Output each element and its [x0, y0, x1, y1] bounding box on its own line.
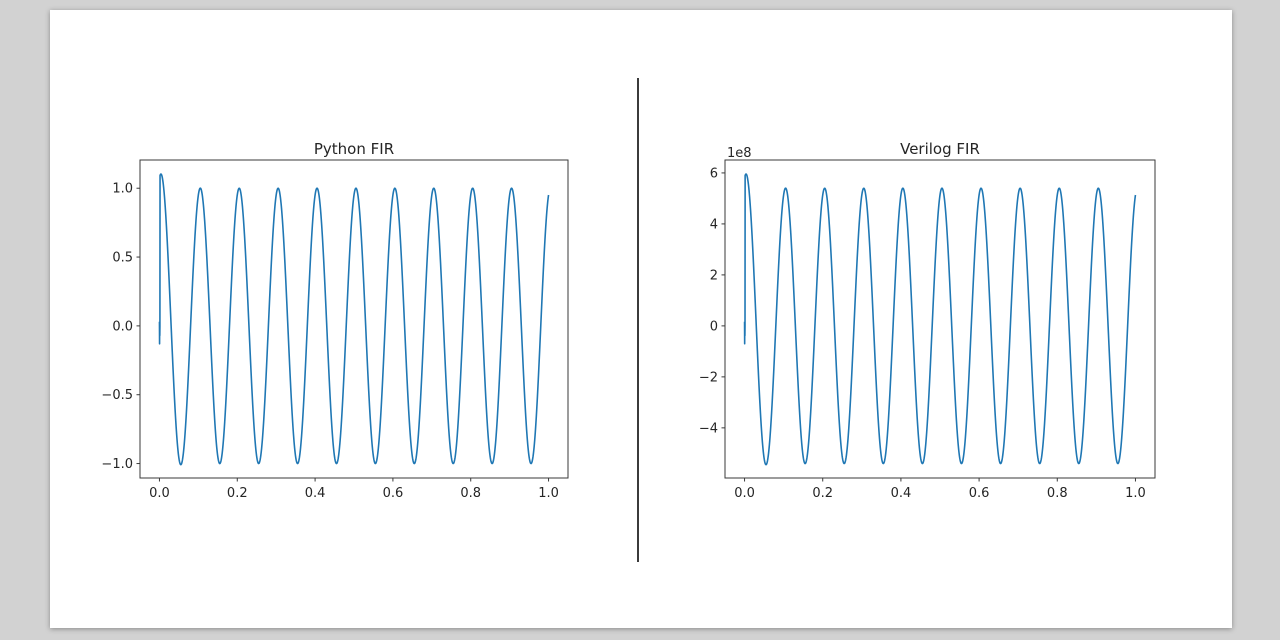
svg-text:0: 0 — [710, 319, 718, 334]
svg-text:0.0: 0.0 — [112, 319, 133, 334]
svg-text:0.8: 0.8 — [1047, 486, 1068, 501]
svg-text:0.2: 0.2 — [227, 486, 248, 501]
svg-text:0.8: 0.8 — [460, 486, 481, 501]
svg-text:1.0: 1.0 — [1125, 486, 1146, 501]
svg-text:0.4: 0.4 — [891, 486, 912, 501]
svg-text:0.0: 0.0 — [149, 486, 170, 501]
svg-text:6: 6 — [710, 166, 718, 181]
python-fir-title: Python FIR — [313, 140, 395, 158]
svg-text:1.0: 1.0 — [538, 486, 559, 501]
svg-text:4: 4 — [710, 217, 718, 232]
python-fir-chart: 1.0 0.5 0.0 −0.5 −1.0 0.0 0.2 0.4 0.6 0.8 1.0 Pyth… — [85, 120, 598, 520]
figure-window — [50, 10, 1232, 628]
svg-text:−2: −2 — [699, 370, 718, 385]
vertical-divider — [637, 78, 639, 562]
verilog-fir-chart: 6 4 2 0 −2 −4 0.0 0.2 0.4 0.6 0.8 1.0 Verilog FIR 1… — [670, 120, 1185, 520]
svg-text:0.5: 0.5 — [112, 251, 133, 266]
svg-text:−1.0: −1.0 — [101, 457, 133, 472]
svg-text:0.4: 0.4 — [305, 486, 326, 501]
svg-text:0.2: 0.2 — [812, 486, 833, 501]
verilog-fir-plot-canvas: 6 4 2 0 −2 −4 0.0 0.2 0.4 0.6 0.8 1.0 — [699, 159, 1156, 501]
svg-text:0.0: 0.0 — [734, 486, 755, 501]
svg-text:0.6: 0.6 — [969, 486, 990, 501]
svg-text:2: 2 — [710, 268, 718, 283]
svg-text:0.6: 0.6 — [383, 486, 404, 501]
svg-text:−0.5: −0.5 — [101, 388, 133, 403]
python-fir-plot-canvas: 1.0 0.5 0.0 −0.5 −1.0 0.0 0.2 0.4 0.6 0.8 1.0 — [101, 159, 569, 501]
svg-text:1.0: 1.0 — [112, 182, 133, 197]
svg-text:−4: −4 — [699, 421, 718, 436]
verilog-fir-title: Verilog FIR — [900, 140, 980, 158]
y-axis-offset-label: 1e8 — [727, 146, 752, 161]
